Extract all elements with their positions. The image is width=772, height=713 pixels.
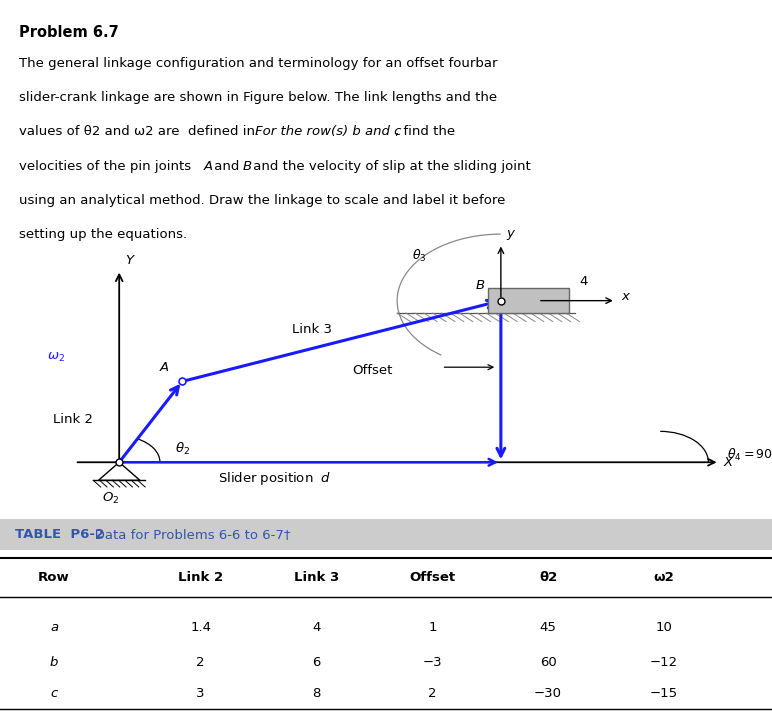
Text: , find the: , find the (395, 125, 455, 138)
Text: Problem 6.7: Problem 6.7 (19, 25, 119, 40)
Text: 8: 8 (313, 687, 320, 700)
Text: 1.4: 1.4 (190, 621, 212, 634)
Text: 4: 4 (580, 275, 588, 288)
Text: using an analytical method. Draw the linkage to scale and label it before: using an analytical method. Draw the lin… (19, 194, 506, 207)
Text: $\theta_4 = 90°$: $\theta_4 = 90°$ (727, 447, 772, 463)
Text: 2: 2 (428, 687, 437, 700)
Text: 6: 6 (313, 656, 320, 669)
Text: c: c (50, 687, 58, 700)
Text: 4: 4 (313, 621, 320, 634)
Text: ω2: ω2 (654, 570, 674, 584)
Text: A: A (160, 361, 169, 374)
Text: and: and (210, 160, 244, 173)
Text: Y: Y (125, 255, 134, 267)
Text: setting up the equations.: setting up the equations. (19, 228, 188, 241)
Text: velocities of the pin joints: velocities of the pin joints (19, 160, 195, 173)
Text: y: y (506, 227, 515, 240)
Text: −12: −12 (650, 656, 678, 669)
Text: 3: 3 (196, 687, 205, 700)
Text: $O_2$: $O_2$ (102, 491, 119, 506)
Text: X: X (723, 456, 733, 468)
Text: B: B (242, 160, 252, 173)
Text: slider-crank linkage are shown in Figure below. The link lengths and the: slider-crank linkage are shown in Figure… (19, 91, 497, 104)
Text: −15: −15 (650, 687, 678, 700)
Text: 60: 60 (540, 656, 557, 669)
Text: Row: Row (38, 570, 70, 584)
Text: Link 2: Link 2 (178, 570, 223, 584)
Text: The general linkage configuration and terminology for an offset fourbar: The general linkage configuration and te… (19, 57, 498, 70)
Polygon shape (99, 462, 140, 481)
Text: Link 3: Link 3 (294, 570, 339, 584)
Text: 1: 1 (428, 621, 437, 634)
Text: A: A (204, 160, 213, 173)
Text: b: b (50, 656, 58, 669)
Text: −30: −30 (534, 687, 562, 700)
Text: a: a (50, 621, 58, 634)
Text: and the velocity of slip at the sliding joint: and the velocity of slip at the sliding … (249, 160, 530, 173)
Text: 45: 45 (540, 621, 557, 634)
Text: Offset: Offset (353, 364, 393, 377)
Text: $\theta_2$: $\theta_2$ (174, 441, 190, 458)
Text: values of θ2 and ω2 are  defined in.: values of θ2 and ω2 are defined in. (19, 125, 264, 138)
Text: Link 3: Link 3 (292, 323, 332, 336)
Text: Link 2: Link 2 (53, 413, 93, 426)
Text: 10: 10 (655, 621, 672, 634)
Text: x: x (621, 290, 629, 303)
Text: $\omega_2$: $\omega_2$ (47, 351, 65, 364)
Text: Slider position  $d$: Slider position $d$ (218, 471, 331, 488)
Text: 2: 2 (196, 656, 205, 669)
Bar (0, 519, 772, 550)
Text: −3: −3 (422, 656, 442, 669)
Text: θ2: θ2 (539, 570, 557, 584)
Text: For the row(s) b and c: For the row(s) b and c (255, 125, 401, 138)
Text: Offset: Offset (409, 570, 455, 584)
Text: TABLE  P6-2: TABLE P6-2 (15, 528, 104, 541)
Text: Data for Problems 6-6 to 6-7†: Data for Problems 6-6 to 6-7† (82, 528, 290, 541)
Text: B: B (476, 279, 485, 292)
Bar (488, 288, 569, 313)
Text: $\theta_3$: $\theta_3$ (412, 247, 427, 264)
